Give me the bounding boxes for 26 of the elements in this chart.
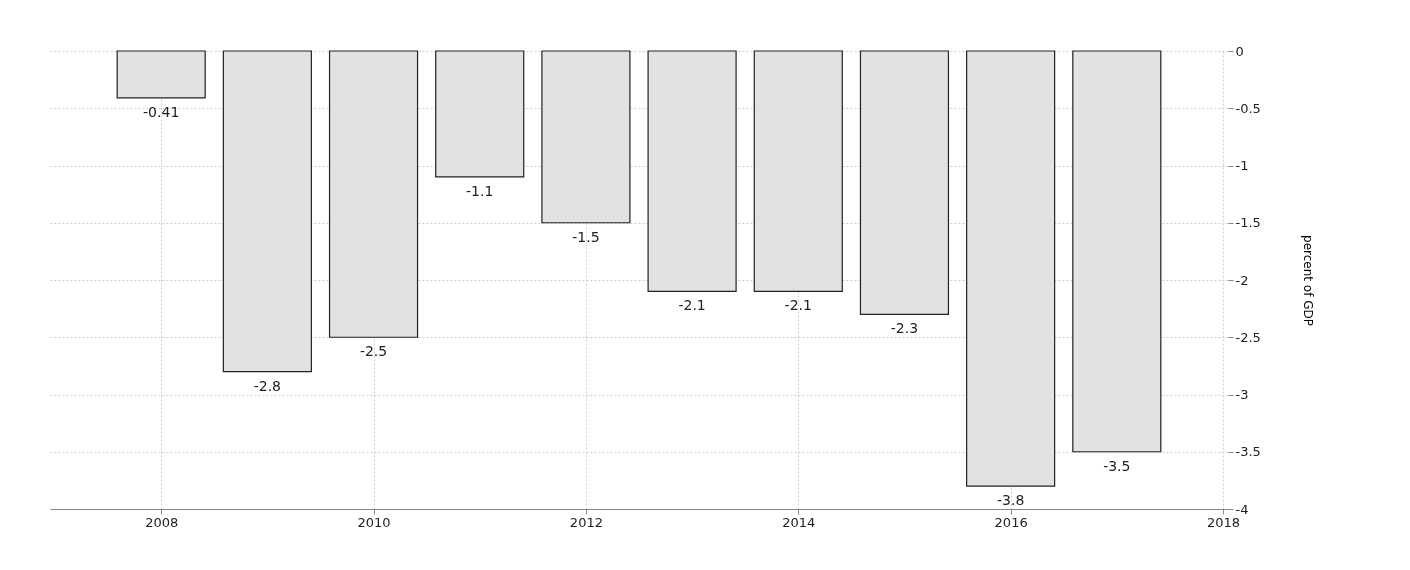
y-tick-label: -1.5 <box>1235 215 1261 231</box>
data-label: -2.1 <box>678 297 706 314</box>
y-tick-label: -0.5 <box>1235 100 1261 116</box>
y-tick-label: -1 <box>1235 158 1249 173</box>
x-tick-label: 2010 <box>357 514 391 530</box>
x-tick-label: 2008 <box>145 514 179 530</box>
y-tick-label: -2 <box>1235 272 1249 288</box>
data-label: -1.1 <box>466 182 494 199</box>
data-label: -2.3 <box>890 320 919 337</box>
x-tick-label: 2016 <box>994 514 1028 530</box>
data-label: -0.41 <box>143 103 180 120</box>
data-label: -1.5 <box>572 228 600 245</box>
data-label: -2.8 <box>253 377 282 394</box>
y-tick-label: 0 <box>1235 43 1244 59</box>
y-tick-label: -2.5 <box>1235 329 1261 345</box>
x-tick-label: 2018 <box>1206 514 1241 530</box>
data-label: -2.1 <box>784 297 812 314</box>
data-label: -3.5 <box>1103 457 1131 474</box>
y-axis-title: percent of GDP <box>1300 235 1315 326</box>
x-tick-label: 2014 <box>782 514 816 530</box>
y-tick-label: -3.5 <box>1235 444 1261 460</box>
x-tick-label: 2012 <box>569 514 603 530</box>
data-label: -3.8 <box>996 492 1025 509</box>
data-label: -2.5 <box>359 343 388 360</box>
y-tick-label: -3 <box>1235 387 1249 402</box>
y-tick-label: -4 <box>1235 501 1249 517</box>
